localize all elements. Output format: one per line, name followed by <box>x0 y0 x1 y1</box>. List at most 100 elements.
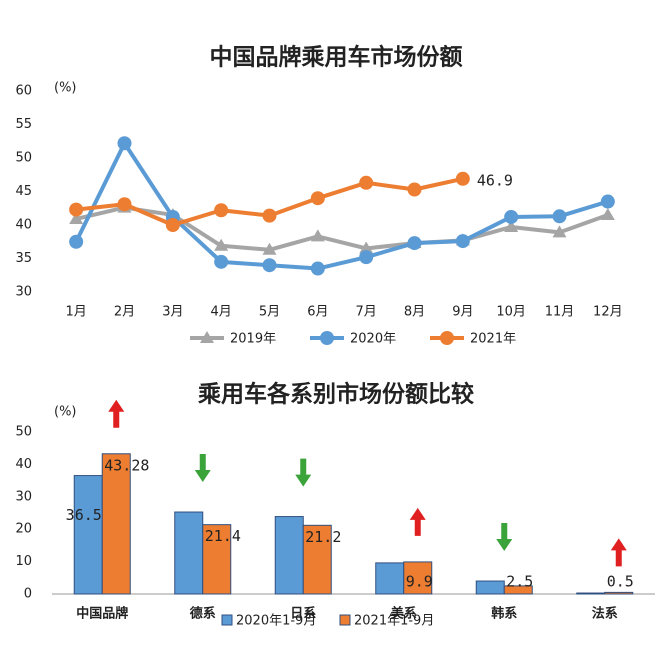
y-tick-label: 40 <box>15 218 32 233</box>
marker <box>69 234 84 249</box>
legend-swatch <box>221 614 233 626</box>
marker <box>359 250 374 265</box>
x-tick-label: 11月 <box>545 305 575 320</box>
data-label: 0.5 <box>607 573 634 591</box>
y-tick-label: 20 <box>15 522 32 537</box>
bar <box>576 592 606 595</box>
marker <box>310 191 325 206</box>
x-tick-label: 5月 <box>259 305 280 320</box>
y-tick-label: 35 <box>15 251 32 266</box>
legend-label: 2019年 <box>230 332 276 347</box>
bar <box>403 561 433 595</box>
trend-arrow <box>194 454 211 483</box>
y-tick-label: 50 <box>15 151 32 166</box>
marker <box>455 234 470 249</box>
marker <box>214 238 229 251</box>
x-tick-label: 6月 <box>307 305 328 320</box>
trend-arrow <box>496 523 513 552</box>
x-tick-label: 9月 <box>452 305 473 320</box>
y-tick-label: 40 <box>15 457 32 472</box>
legend-swatch <box>339 614 351 626</box>
data-label: 43.28 <box>104 456 149 474</box>
y-axis-label: (%) <box>54 405 77 420</box>
x-tick-label: 4月 <box>211 305 232 320</box>
marker <box>310 229 325 242</box>
marker <box>214 254 229 269</box>
marker <box>359 175 374 190</box>
bar <box>73 475 103 595</box>
x-tick-label: 3月 <box>162 305 183 320</box>
legend-label: 2021年1-9月 <box>354 614 434 629</box>
legend-label: 2020年1-9月 <box>236 614 316 629</box>
marker <box>117 197 132 212</box>
data-label: 46.9 <box>477 171 513 189</box>
marker <box>407 236 422 251</box>
series-line <box>75 205 609 252</box>
chart-title: 中国品牌乘用车市场份额 <box>210 44 463 71</box>
y-tick-label: 45 <box>15 184 32 199</box>
x-tick-label: 1月 <box>66 305 87 320</box>
marker <box>359 241 374 254</box>
marker <box>600 194 615 209</box>
x-tick-label: 法系 <box>592 606 618 622</box>
data-label: 21.4 <box>205 527 241 545</box>
marker <box>504 209 519 224</box>
bar <box>475 580 505 595</box>
x-tick-label: 美系 <box>391 606 417 622</box>
marker <box>552 209 567 224</box>
marker <box>262 242 277 255</box>
marker <box>69 202 84 217</box>
bar <box>174 511 204 595</box>
x-tick-label: 10月 <box>496 305 526 320</box>
bar <box>375 562 405 595</box>
bar <box>202 524 232 595</box>
y-tick-label: 30 <box>15 489 32 504</box>
marker <box>262 208 277 223</box>
y-axis-label: (%) <box>54 81 77 96</box>
series-line <box>74 141 609 271</box>
marker <box>310 261 325 276</box>
y-tick-label: 10 <box>15 554 32 569</box>
y-tick-label: 55 <box>15 117 32 132</box>
x-tick-label: 韩系 <box>491 606 517 622</box>
x-tick-label: 中国品牌 <box>76 606 128 622</box>
marker <box>262 258 277 273</box>
trend-arrow <box>295 458 312 487</box>
x-tick-label: 日系 <box>290 606 316 622</box>
marker <box>117 136 132 151</box>
y-tick-label: 30 <box>15 285 32 300</box>
chart-title: 乘用车各系别市场份额比较 <box>197 381 474 408</box>
marker <box>552 225 567 238</box>
marker <box>200 331 214 343</box>
bar <box>274 516 304 595</box>
trend-arrow <box>108 399 125 428</box>
bar <box>302 524 332 595</box>
bar <box>503 585 533 595</box>
marker <box>214 203 229 218</box>
data-label: 21.2 <box>305 528 341 546</box>
marker <box>320 331 334 345</box>
legend-label: 2021年 <box>470 332 516 347</box>
x-tick-label: 8月 <box>404 305 425 320</box>
bar <box>604 591 634 595</box>
y-tick-label: 0 <box>24 587 32 602</box>
y-tick-label: 60 <box>15 84 32 99</box>
marker <box>600 207 615 220</box>
x-tick-label: 德系 <box>190 606 216 622</box>
marker <box>407 182 422 197</box>
x-tick-label: 12月 <box>593 305 623 320</box>
marker <box>440 331 454 345</box>
marker <box>455 171 470 186</box>
bar <box>101 453 131 595</box>
marker <box>69 211 84 224</box>
marker <box>165 218 180 232</box>
trend-arrow <box>409 507 426 536</box>
data-label: 36.55 <box>66 506 111 524</box>
y-tick-label: 50 <box>15 425 32 440</box>
data-label: 2.5 <box>506 573 533 591</box>
data-label: 9.9 <box>406 573 433 591</box>
marker <box>504 220 519 233</box>
trend-arrow <box>610 538 627 567</box>
x-tick-label: 2月 <box>114 305 135 320</box>
